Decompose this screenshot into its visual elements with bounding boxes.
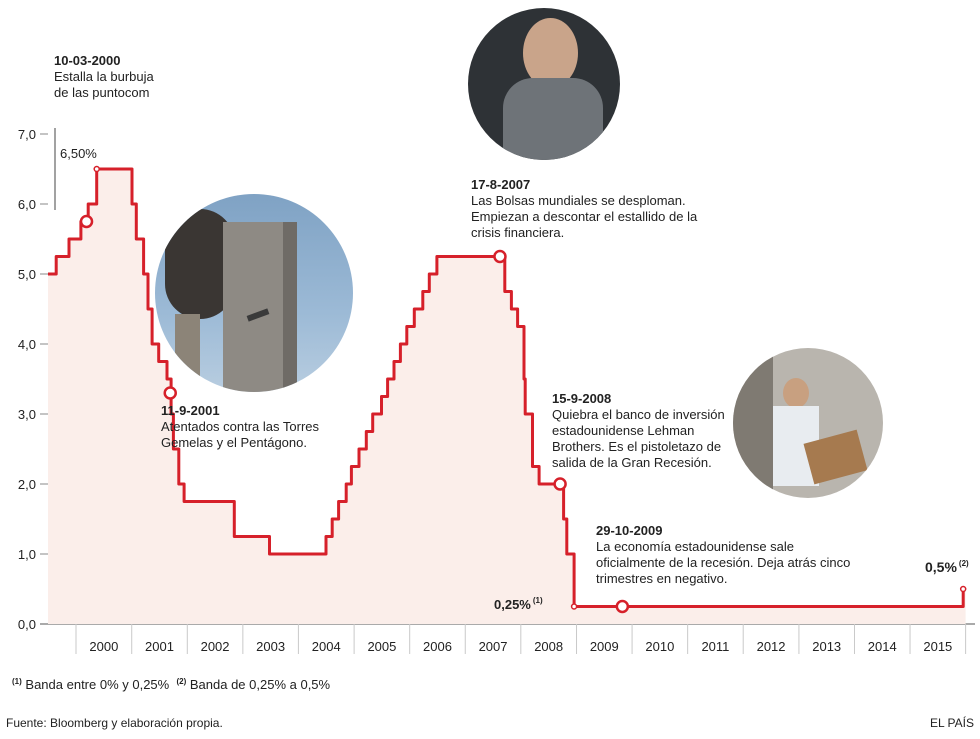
annotation-2007-date: 17-8-2007 xyxy=(471,177,531,192)
rate-line xyxy=(48,167,966,608)
x-tick-label: 2000 xyxy=(89,639,118,654)
annotation-2009-text: La economía estadounidense sale oficialm… xyxy=(596,539,851,586)
footnote-2: Banda de 0,25% a 0,5% xyxy=(189,677,331,692)
photo-trader xyxy=(468,8,620,160)
event-marker xyxy=(493,249,507,264)
low-marker xyxy=(570,603,578,610)
annotation-2008: 15-9-2008 Quiebra el banco de inversión … xyxy=(552,391,732,471)
x-tick-label: 2007 xyxy=(479,639,508,654)
footnote-1-mark: (1) xyxy=(12,677,22,686)
x-tick-label: 2005 xyxy=(367,639,396,654)
source-note: Fuente: Bloomberg y elaboración propia. xyxy=(6,716,223,730)
event-marker xyxy=(615,599,630,614)
annotation-2000: 10-03-2000 Estalla la burbuja de las pun… xyxy=(54,53,164,101)
y-tick-label: 5,0 xyxy=(18,267,36,282)
x-tick-label: 2008 xyxy=(534,639,563,654)
low-value-label: 0,25% (1) xyxy=(494,596,543,612)
annotation-2007: 17-8-2007 Las Bolsas mundiales se desplo… xyxy=(471,177,706,241)
event-marker xyxy=(553,477,567,491)
x-tick-label: 2014 xyxy=(868,639,897,654)
y-tick-label: 2,0 xyxy=(18,477,36,492)
annotation-2000-date: 10-03-2000 xyxy=(54,53,121,68)
y-tick-label: 7,0 xyxy=(18,127,36,142)
annotation-2007-text: Las Bolsas mundiales se desploman. Empie… xyxy=(471,193,698,240)
low-value-text: 0,25% xyxy=(494,597,531,612)
x-tick-label: 2009 xyxy=(590,639,619,654)
x-tick-label: 2004 xyxy=(312,639,341,654)
x-tick-label: 2010 xyxy=(645,639,674,654)
annotation-2008-date: 15-9-2008 xyxy=(552,391,612,406)
x-tick-label: 2002 xyxy=(201,639,230,654)
y-tick-label: 4,0 xyxy=(18,337,36,352)
x-tick-label: 2003 xyxy=(256,639,285,654)
annotation-2000-text: Estalla la burbuja de las puntocom xyxy=(54,69,154,100)
end-value-label: 0,5% (2) xyxy=(925,559,969,575)
end-value-text: 0,5% xyxy=(925,559,957,575)
annotation-2001-text: Atentados contra las Torres Gemelas y el… xyxy=(161,419,320,450)
peak-marker xyxy=(93,165,100,173)
event-marker xyxy=(163,386,177,400)
photo-twin-towers xyxy=(155,194,353,392)
annotation-2001: 11-9-2001 Atentados contra las Torres Ge… xyxy=(161,403,336,451)
x-tick-label: 2012 xyxy=(757,639,786,654)
y-tick-label: 0,0 xyxy=(18,617,36,632)
event-marker xyxy=(79,214,94,229)
event-markers xyxy=(79,165,967,614)
annotation-2009-date: 29-10-2009 xyxy=(596,523,663,538)
y-tick-label: 1,0 xyxy=(18,547,36,562)
x-tick-label: 2015 xyxy=(923,639,952,654)
photo-lehman-employee xyxy=(733,348,883,498)
y-axis: 0,0 1,0 2,0 3,0 4,0 5,0 6,0 7,0 xyxy=(18,127,36,632)
rate-area xyxy=(48,169,966,624)
low-value-note: (1) xyxy=(532,596,543,605)
footnotes: (1) Banda entre 0% y 0,25% (2) Banda de … xyxy=(12,677,330,692)
brand-logo: EL PAÍS xyxy=(929,716,974,730)
x-tick-label: 2006 xyxy=(423,639,452,654)
peak-value-label: 6,50% xyxy=(60,146,97,161)
end-value-note: (2) xyxy=(958,559,969,568)
x-tick-label: 2013 xyxy=(812,639,841,654)
footnote-1: Banda entre 0% y 0,25% xyxy=(25,677,170,692)
x-tick-label: 2011 xyxy=(701,639,729,654)
annotation-2008-text: Quiebra el banco de inversión estadounid… xyxy=(552,407,725,470)
y-tick-label: 3,0 xyxy=(18,407,36,422)
x-tick-label: 2001 xyxy=(145,639,174,654)
annotation-2001-date: 11-9-2001 xyxy=(161,403,220,418)
annotation-2009: 29-10-2009 La economía estadounidense sa… xyxy=(596,523,856,587)
footnote-2-mark: (2) xyxy=(176,677,187,686)
end-marker xyxy=(959,585,967,593)
x-axis: 2000 2001 2002 2003 2004 2005 2006 2007 2008 2009… xyxy=(75,624,967,654)
y-tick-label: 6,0 xyxy=(18,197,36,212)
